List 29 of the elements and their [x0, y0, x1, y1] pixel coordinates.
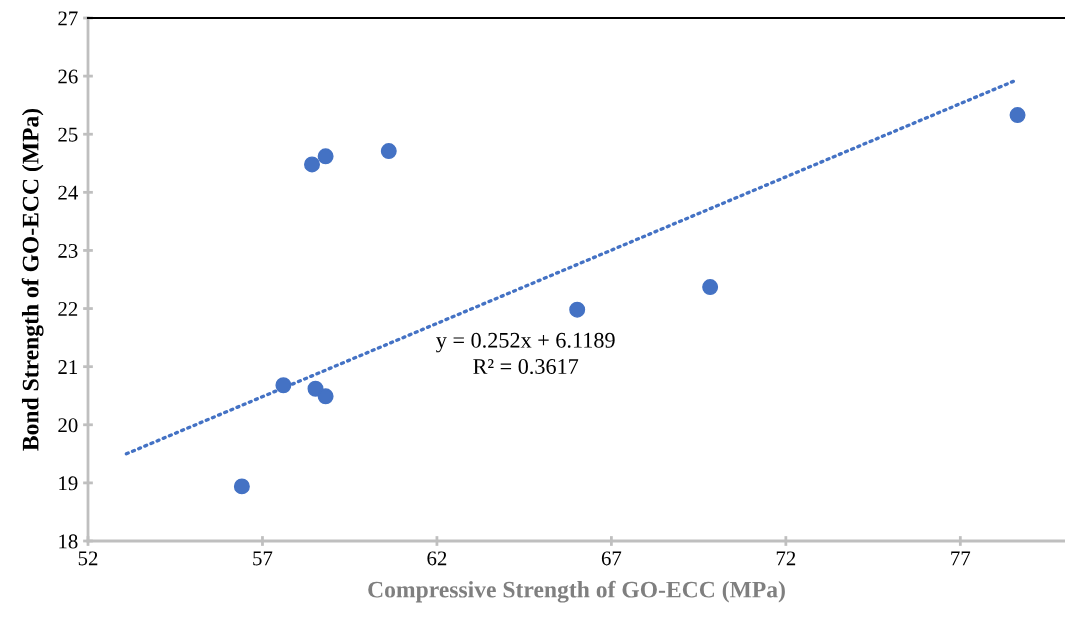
annotation: y = 0.252x + 6.1189 — [436, 332, 615, 353]
y-tick-label: 25 — [58, 127, 78, 142]
x-tick-label: 52 — [78, 551, 98, 566]
x-tick-label: 62 — [427, 551, 447, 566]
y-tick-label: 20 — [58, 418, 78, 433]
point — [317, 148, 334, 165]
x-tick-label: 57 — [253, 551, 273, 566]
y-tick-label: 26 — [58, 69, 78, 84]
y-tick-label: 18 — [59, 534, 78, 549]
annotation: R² = 0.3617 — [473, 358, 579, 375]
x-tick-label: 67 — [601, 551, 622, 566]
y-axis-title: Bond Strength of GO-ECC (MPa) — [21, 108, 44, 451]
x-tick-label: 72 — [776, 551, 796, 566]
y-tick-label: 23 — [58, 243, 78, 258]
point — [702, 279, 719, 296]
y-tick-label: 19 — [59, 476, 78, 491]
point — [380, 143, 397, 160]
point — [317, 388, 334, 405]
y-tick-label: 27 — [58, 11, 78, 26]
point — [304, 156, 320, 173]
point — [1009, 107, 1026, 124]
y-tick-label: 22 — [58, 301, 78, 316]
point — [569, 301, 586, 318]
x-axis-title: Compressive Strength of GO-ECC (MPa) — [368, 580, 785, 603]
y-tick-label: 21 — [58, 360, 78, 374]
point — [275, 377, 292, 394]
x-tick-label: 77 — [951, 551, 971, 566]
point — [233, 478, 250, 495]
y-tick-label: 24 — [58, 185, 78, 200]
